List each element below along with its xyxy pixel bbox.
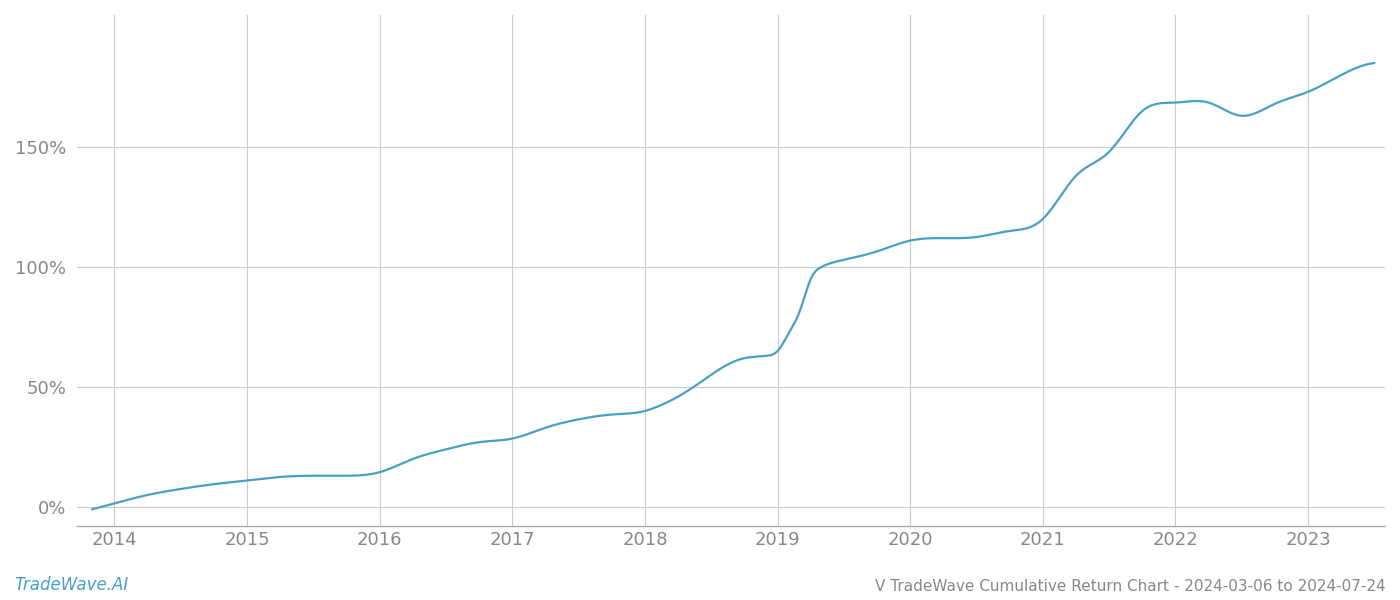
Text: TradeWave.AI: TradeWave.AI xyxy=(14,576,129,594)
Text: V TradeWave Cumulative Return Chart - 2024-03-06 to 2024-07-24: V TradeWave Cumulative Return Chart - 20… xyxy=(875,579,1386,594)
